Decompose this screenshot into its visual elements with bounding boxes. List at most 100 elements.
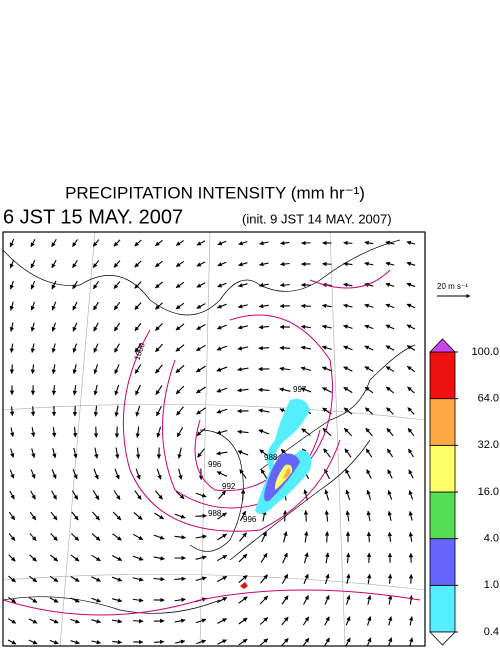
wind-arrow (91, 620, 100, 623)
wind-arrow (260, 263, 269, 265)
wind-arrow (386, 304, 394, 307)
colorbar-tick-label: 16.0 (478, 486, 499, 498)
wind-arrow (408, 449, 413, 457)
title: PRECIPITATION INTENSITY (mm hr⁻¹) (65, 183, 365, 202)
wind-arrow (10, 470, 14, 479)
map-frame (3, 232, 425, 646)
wind-arrow (346, 490, 349, 500)
wind-arrow (301, 347, 311, 349)
wind-arrow (217, 619, 226, 624)
wind-arrow (259, 326, 269, 327)
wind-arrow (50, 640, 59, 643)
wind-arrow (175, 620, 185, 622)
wind-arrow (304, 553, 307, 564)
wind-arrow (262, 532, 267, 542)
wind-arrow (9, 555, 16, 561)
wind-arrow (322, 367, 331, 371)
wind-arrow (73, 260, 78, 267)
wind-arrow (386, 387, 393, 393)
wind-arrow (365, 325, 374, 328)
wind-arrow (134, 512, 142, 519)
wind-arrow (386, 346, 394, 350)
wind-arrow (369, 532, 370, 542)
wind-arrow (53, 427, 54, 437)
wind-arrow (280, 285, 289, 286)
wind-arrow (113, 534, 122, 540)
wind-arrow (239, 618, 247, 624)
wind-arrow (73, 323, 77, 332)
wind-arrow (407, 242, 415, 244)
wind-arrow (410, 532, 411, 541)
wind-arrow (133, 621, 143, 622)
wind-arrow (95, 385, 97, 395)
wind-arrow (50, 619, 58, 623)
wind-arrow (114, 281, 120, 288)
wind-arrow (32, 344, 34, 353)
wind-arrow (115, 385, 118, 395)
wind-arrow (12, 406, 13, 415)
wind-arrow (218, 241, 226, 244)
wind-arrow (11, 344, 12, 353)
wind-arrow (365, 263, 374, 265)
wind-arrow (217, 534, 226, 540)
wind-arrow (74, 364, 76, 373)
wind-arrow (322, 305, 331, 306)
wind-arrow (347, 511, 349, 521)
wind-arrow (176, 324, 184, 330)
wind-arrow (176, 241, 184, 246)
wind-arrow (176, 345, 184, 352)
wind-arrow (73, 344, 76, 353)
wind-arrow (112, 556, 122, 561)
wind-arrow (114, 490, 120, 499)
wind-arrow (239, 533, 246, 541)
wind-arrow (302, 429, 311, 436)
wind-arrow (138, 448, 139, 459)
wind-arrow (282, 617, 288, 625)
wind-arrow (10, 491, 14, 499)
wind-arrow (31, 470, 35, 479)
wind-arrow (51, 512, 57, 520)
wind-arrow (325, 638, 330, 646)
wind-arrow (155, 344, 162, 352)
wind-arrow (326, 553, 328, 563)
wind-arrow (238, 305, 247, 308)
wind-arrow (283, 553, 287, 563)
wind-arrow (53, 344, 55, 353)
wind-arrow (304, 596, 309, 605)
wind-arrow (196, 536, 207, 538)
wind-arrow (305, 532, 306, 543)
wind-arrow (29, 619, 37, 623)
wind-arrow (154, 535, 164, 539)
wind-arrow (94, 469, 98, 479)
wind-arrow (176, 365, 184, 372)
wind-arrow (93, 260, 98, 267)
wind-arrow (196, 516, 207, 517)
wind-arrow (388, 490, 391, 499)
wind-arrow (157, 427, 160, 438)
isobar-label: 997 (293, 385, 307, 394)
wind-arrow (92, 534, 100, 541)
wind-arrow (10, 239, 14, 247)
isobar-label: 992 (222, 482, 236, 491)
wind-arrow (407, 325, 415, 329)
wind-arrow (175, 579, 186, 580)
wind-arrow (322, 326, 331, 328)
wind-arrow (50, 555, 57, 561)
wind-arrow (408, 428, 414, 435)
isobar-label: 988 (208, 509, 222, 518)
wind-arrow (410, 511, 412, 520)
wind-arrow (31, 281, 34, 289)
wind-arrow (32, 302, 35, 310)
wind-arrow (133, 578, 144, 581)
wind-arrow (322, 347, 331, 350)
wind-arrow (136, 406, 139, 416)
wind-arrow (389, 532, 390, 542)
wind-arrow (72, 491, 77, 500)
wind-arrow (346, 638, 350, 646)
wind-arrow (389, 511, 391, 520)
wind-arrow (135, 323, 141, 331)
wind-arrow (344, 243, 353, 244)
wind-arrow (135, 491, 141, 500)
wind-arrow (155, 261, 162, 267)
